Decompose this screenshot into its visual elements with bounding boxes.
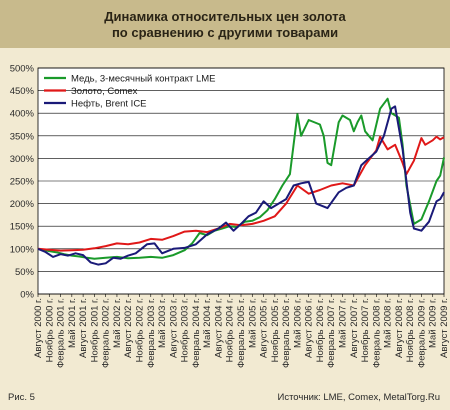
x-tick-label: Август 2004 г. xyxy=(213,298,224,358)
x-tick-label: Ноябрь 2000 г. xyxy=(44,298,55,362)
x-tick-label: Ноябрь 2002 г. xyxy=(135,298,146,362)
y-tick-label: 250% xyxy=(10,177,35,188)
series-line-3 xyxy=(37,105,445,266)
x-axis: Август 2000 г. Ноябрь 2000 г. Февраль 2001… xyxy=(33,294,450,368)
x-tick-label: Август 2003 г. xyxy=(168,298,179,358)
x-tick-label: Август 2009 г. xyxy=(439,298,450,358)
x-tick-label: Май 2003 г. xyxy=(157,298,168,348)
x-tick-label: Февраль 2009 г. xyxy=(416,298,427,368)
y-tick-label: 150% xyxy=(10,222,35,233)
series-lines xyxy=(37,97,445,266)
x-tick-label: Май 2002 г. xyxy=(112,298,123,348)
x-tick-label: Февраль 2003 г. xyxy=(146,298,157,368)
y-tick-label: 50% xyxy=(15,267,35,278)
x-tick-label: Февраль 2008 г. xyxy=(371,298,382,368)
x-tick-label: Ноябрь 2001 г. xyxy=(89,298,100,362)
x-tick-label: Февраль 2005 г. xyxy=(236,298,247,368)
x-tick-label: Август 2001 г. xyxy=(78,298,89,358)
legend-label-2: Золото, Comex xyxy=(71,86,138,97)
x-tick-label: Май 2009 г. xyxy=(428,298,439,348)
y-tick-label: 100% xyxy=(10,244,35,255)
x-tick-label: Август 2008 г. xyxy=(394,298,405,358)
x-tick-label: Август 2000 г. xyxy=(33,298,44,358)
y-tick-label: 500% xyxy=(10,64,35,75)
x-tick-label: Август 2006 г. xyxy=(304,298,315,358)
x-tick-label: Май 2006 г. xyxy=(292,298,303,348)
y-tick-label: 0% xyxy=(20,290,34,301)
x-tick-label: Май 2004 г. xyxy=(202,298,213,348)
y-tick-label: 450% xyxy=(10,86,35,97)
y-tick-label: 200% xyxy=(10,199,35,210)
x-tick-label: Август 2002 г. xyxy=(123,298,134,358)
x-tick-label: Февраль 2004 г. xyxy=(191,298,202,368)
x-tick-label: Май 2007 г. xyxy=(338,298,349,348)
x-tick-label: Ноябрь 2006 г. xyxy=(315,298,326,362)
chart-title-line2: по сравнению с другими товарами xyxy=(111,25,339,40)
y-axis: 0% 50% 100% 150% 200% 250% 300% 350% 400% 450% 500… xyxy=(10,64,35,301)
legend-label-1: Медь, 3-месячный контракт LME xyxy=(71,74,216,85)
x-tick-label: Февраль 2001 г. xyxy=(56,298,67,368)
line-chart: 0% 50% 100% 150% 200% 250% 300% 350% 400% 450% 500… xyxy=(10,64,450,368)
x-tick-label: Май 2001 г. xyxy=(67,298,78,348)
chart-title-line1: Динамика относительных цен золота xyxy=(104,9,346,24)
x-tick-label: Август 2005 г. xyxy=(259,298,270,358)
x-tick-label: Ноябрь 2008 г. xyxy=(405,298,416,362)
x-tick-label: Февраль 2002 г. xyxy=(101,298,112,368)
x-tick-label: Май 2008 г. xyxy=(383,298,394,348)
x-tick-label: Ноябрь 2004 г. xyxy=(225,298,236,362)
y-tick-label: 350% xyxy=(10,131,35,142)
title-bar: Динамика относительных цен золота по сра… xyxy=(0,0,450,48)
x-tick-label: Ноябрь 2005 г. xyxy=(270,298,281,362)
x-tick-label: Февраль 2006 г. xyxy=(281,298,292,368)
x-tick-label: Август 2007 г. xyxy=(349,298,360,358)
legend-label-3: Нефть, Brent ICE xyxy=(71,99,147,110)
x-tick-label: Февраль 2007 г. xyxy=(326,298,337,368)
grid xyxy=(37,67,445,295)
y-tick-label: 400% xyxy=(10,109,35,120)
y-tick-label: 300% xyxy=(10,154,35,165)
figure-label: Рис. 5 xyxy=(8,392,35,403)
series-line-1 xyxy=(37,97,445,260)
source-note: Источник: LME, Comex, MetalTorg.Ru xyxy=(277,392,440,403)
x-tick-label: Ноябрь 2007 г. xyxy=(360,298,371,362)
x-tick-label: Ноябрь 2003 г. xyxy=(180,298,191,362)
x-tick-label: Май 2005 г. xyxy=(247,298,258,348)
